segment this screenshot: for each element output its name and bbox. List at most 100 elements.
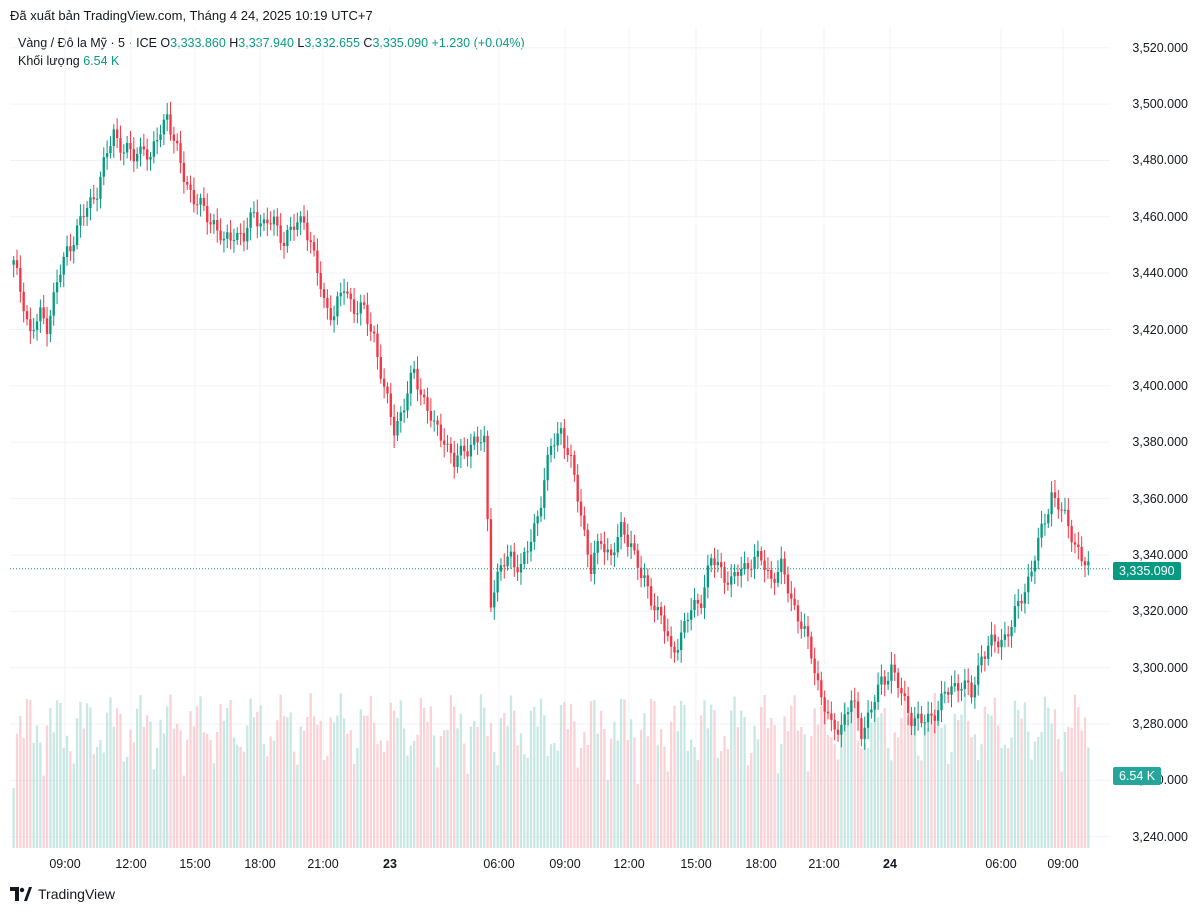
volume-bar	[52, 732, 55, 848]
candle-body	[42, 307, 45, 319]
candle-body	[319, 273, 322, 290]
volume-bar	[803, 734, 806, 848]
candle-body	[212, 220, 216, 225]
volume-bar	[583, 731, 586, 848]
volume-bar	[810, 735, 813, 848]
volume-bar	[1060, 771, 1063, 848]
candle-body	[593, 552, 596, 574]
volume-bar	[182, 775, 186, 848]
volume-bar	[132, 742, 135, 848]
candles	[12, 101, 1090, 750]
candle-body	[796, 605, 800, 622]
volume-bar	[896, 737, 900, 848]
candle-body	[603, 543, 606, 553]
price-chart[interactable]	[10, 28, 1110, 848]
candle-body	[873, 702, 876, 710]
candle-body	[810, 636, 813, 659]
volume-bar	[990, 715, 993, 848]
candle-body	[192, 189, 196, 205]
y-tick-label: 3,400.000	[1132, 378, 1188, 393]
volume-bar	[282, 715, 286, 848]
volume-bar	[326, 755, 329, 848]
candle-body	[903, 693, 906, 697]
candle-body	[529, 541, 533, 552]
candle-body	[339, 292, 342, 297]
volume-bar	[846, 719, 850, 848]
price-axis[interactable]: 3,520.000 3,500.000 3,480.000 3,460.000 3,44…	[1110, 28, 1200, 848]
volume-bar	[910, 719, 913, 848]
candle-body	[983, 656, 987, 659]
volume-bar	[666, 771, 669, 848]
volume-bar	[669, 722, 673, 848]
candle-body	[646, 575, 649, 587]
volume-bars	[12, 693, 1090, 848]
volume-bar	[870, 722, 873, 848]
volume-bar	[1080, 730, 1083, 848]
volume-bar	[723, 736, 726, 848]
candle-body	[930, 713, 933, 716]
candle-body	[25, 311, 29, 320]
candle-body	[913, 718, 916, 727]
candle-body	[546, 454, 549, 481]
y-tick-label: 3,320.000	[1132, 604, 1188, 619]
volume-bar	[229, 699, 232, 848]
candle-body	[730, 576, 733, 585]
volume-bar	[556, 750, 559, 848]
y-tick-label: 3,480.000	[1132, 153, 1188, 168]
volume-bar	[426, 722, 429, 848]
volume-bar	[242, 751, 246, 848]
candle-body	[977, 665, 980, 685]
candle-body	[916, 713, 920, 719]
candle-body	[957, 683, 960, 691]
volume-bar	[409, 745, 412, 848]
volume-bar	[356, 747, 359, 848]
candle-body	[1060, 509, 1063, 511]
volume-bar	[25, 699, 29, 848]
volume-bar	[152, 769, 156, 848]
candle-body	[1063, 509, 1067, 511]
candle-body	[549, 445, 553, 455]
volume-bar	[392, 710, 396, 848]
volume-bar	[519, 733, 523, 848]
volume-bar	[826, 734, 830, 848]
volume-bar	[569, 703, 573, 848]
volume-bar	[196, 706, 199, 848]
volume-bar	[1027, 731, 1030, 848]
candle-body	[756, 551, 760, 557]
candle-body	[199, 197, 202, 205]
volume-bar	[836, 759, 840, 848]
volume-bar	[306, 716, 309, 848]
volume-bar	[92, 754, 95, 848]
volume-bar	[970, 737, 973, 848]
volume-bar	[950, 752, 953, 848]
candle-body	[122, 152, 125, 154]
candle-body	[686, 619, 690, 622]
volume-label[interactable]: Khối lượng	[18, 54, 80, 68]
candle-body	[426, 397, 429, 411]
candle-body	[49, 315, 52, 334]
volume-bar	[69, 751, 72, 848]
time-axis[interactable]: 09:00 12:00 15:00 18:00 21:00 23 06:00 09:00 12:…	[10, 848, 1110, 878]
x-tick-label: 06:00	[483, 857, 515, 871]
brand[interactable]: TradingView	[10, 886, 115, 902]
candle-body	[483, 435, 486, 443]
volume-bar	[713, 710, 716, 848]
candle-body	[1013, 606, 1017, 627]
volume-bar	[376, 744, 379, 848]
x-tick-label: 21:00	[808, 857, 840, 871]
volume-bar	[593, 699, 596, 848]
volume-bar	[559, 705, 563, 848]
candle-body	[349, 293, 352, 300]
volume-bar	[222, 720, 226, 848]
candle-body	[746, 563, 750, 569]
candle-body	[946, 691, 950, 695]
volume-bar	[646, 736, 649, 848]
symbol-label[interactable]: Vàng / Đô la Mỹ · 5 · ICE	[18, 36, 157, 50]
candle-body	[32, 330, 35, 332]
volume-bar	[412, 740, 416, 848]
volume-bar	[319, 720, 322, 848]
candle-body	[663, 615, 666, 632]
candle-body	[433, 420, 436, 422]
candle-body	[62, 256, 65, 275]
volume-bar	[806, 771, 810, 848]
